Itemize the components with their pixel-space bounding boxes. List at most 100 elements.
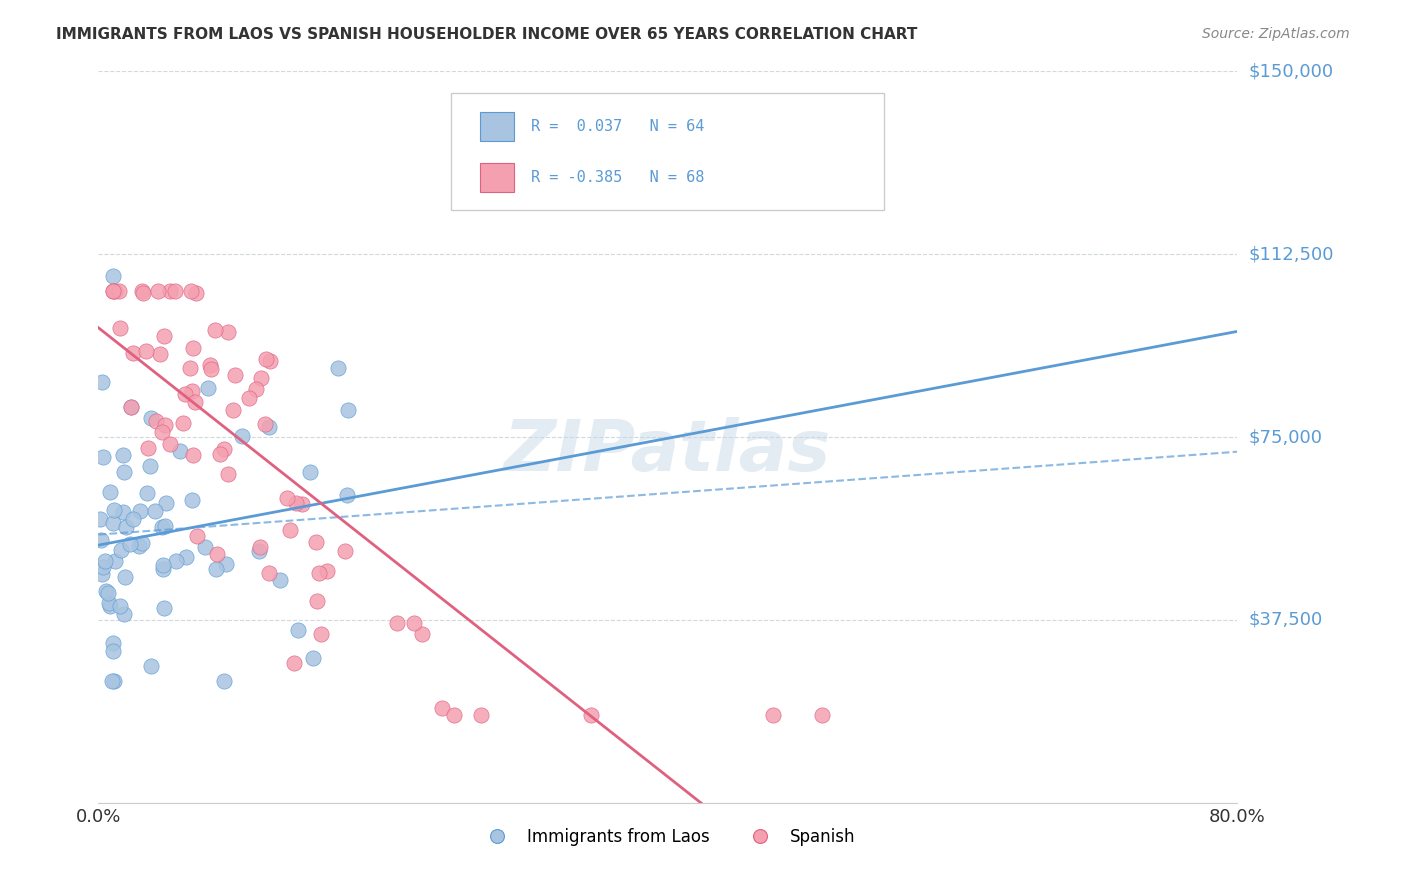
Point [135, 344, 157, 359]
Point [238, 391, 260, 405]
Point [205, 562, 228, 576]
Point [118, 537, 141, 551]
Point [278, 523, 301, 537]
Point [150, 425, 173, 440]
Point [231, 429, 253, 443]
Legend: Immigrants from Laos, Spanish: Immigrants from Laos, Spanish [474, 822, 862, 853]
Point [259, 420, 281, 434]
Point [153, 417, 176, 432]
Point [94, 584, 117, 599]
Point [183, 341, 205, 355]
Point [145, 414, 167, 428]
Point [249, 371, 271, 385]
Point [112, 465, 135, 479]
Point [121, 346, 143, 360]
Point [316, 564, 339, 578]
Point [131, 286, 153, 301]
Point [197, 381, 219, 395]
Point [207, 547, 229, 561]
Point [159, 436, 181, 450]
Point [152, 562, 174, 576]
Point [333, 544, 356, 558]
Point [131, 284, 153, 298]
Point [169, 443, 191, 458]
Point [112, 607, 135, 622]
Point [159, 284, 181, 298]
Point [98, 596, 121, 610]
Point [91, 560, 114, 574]
Point [114, 570, 136, 584]
Point [257, 566, 280, 580]
Point [254, 417, 277, 431]
Point [217, 467, 239, 482]
Point [136, 486, 159, 500]
Point [152, 329, 174, 343]
Point [411, 627, 433, 641]
Point [336, 488, 359, 502]
Point [101, 284, 124, 298]
Point [104, 284, 127, 298]
Point [214, 557, 236, 571]
Point [336, 403, 359, 417]
Point [120, 400, 142, 414]
Text: R =  0.037   N = 64: R = 0.037 N = 64 [531, 119, 704, 134]
Point [212, 673, 235, 688]
Point [103, 673, 125, 688]
Point [184, 285, 207, 300]
Point [91, 450, 114, 465]
Point [103, 503, 125, 517]
Point [301, 650, 323, 665]
Point [443, 708, 465, 723]
Point [180, 284, 202, 298]
Point [284, 496, 307, 510]
Point [139, 659, 162, 673]
Point [128, 540, 150, 554]
Text: Source: ZipAtlas.com: Source: ZipAtlas.com [1202, 27, 1350, 41]
Point [181, 448, 204, 462]
Point [186, 529, 208, 543]
Point [249, 541, 271, 555]
Point [387, 615, 409, 630]
Point [97, 586, 120, 600]
Point [283, 657, 305, 671]
Text: R = -0.385   N = 68: R = -0.385 N = 68 [531, 169, 704, 185]
Point [304, 535, 326, 549]
Point [287, 624, 309, 638]
Point [200, 362, 222, 376]
FancyBboxPatch shape [451, 94, 884, 211]
Point [100, 599, 122, 613]
Point [141, 411, 163, 425]
Point [222, 403, 245, 417]
Point [245, 382, 267, 396]
Point [254, 351, 277, 366]
Point [181, 493, 204, 508]
Point [276, 491, 298, 505]
Point [217, 325, 239, 339]
Text: $112,500: $112,500 [1249, 245, 1334, 263]
Point [402, 615, 425, 630]
Point [291, 497, 314, 511]
Point [430, 701, 453, 715]
Point [269, 574, 291, 588]
Text: ZIPatlas: ZIPatlas [505, 417, 831, 486]
Point [122, 511, 145, 525]
Text: $75,000: $75,000 [1249, 428, 1323, 446]
Point [143, 504, 166, 518]
Point [110, 543, 132, 558]
FancyBboxPatch shape [479, 112, 515, 141]
Point [115, 520, 138, 534]
Point [470, 708, 492, 723]
Point [100, 673, 122, 688]
Point [90, 376, 112, 390]
Point [155, 495, 177, 509]
Point [110, 321, 132, 335]
Point [224, 368, 246, 382]
Point [89, 512, 111, 526]
Point [100, 485, 122, 500]
Point [149, 347, 172, 361]
Point [153, 519, 176, 533]
Point [165, 554, 187, 568]
Point [311, 627, 333, 641]
Point [90, 567, 112, 582]
Text: IMMIGRANTS FROM LAOS VS SPANISH HOUSEHOLDER INCOME OVER 65 YEARS CORRELATION CHA: IMMIGRANTS FROM LAOS VS SPANISH HOUSEHOL… [56, 27, 918, 42]
